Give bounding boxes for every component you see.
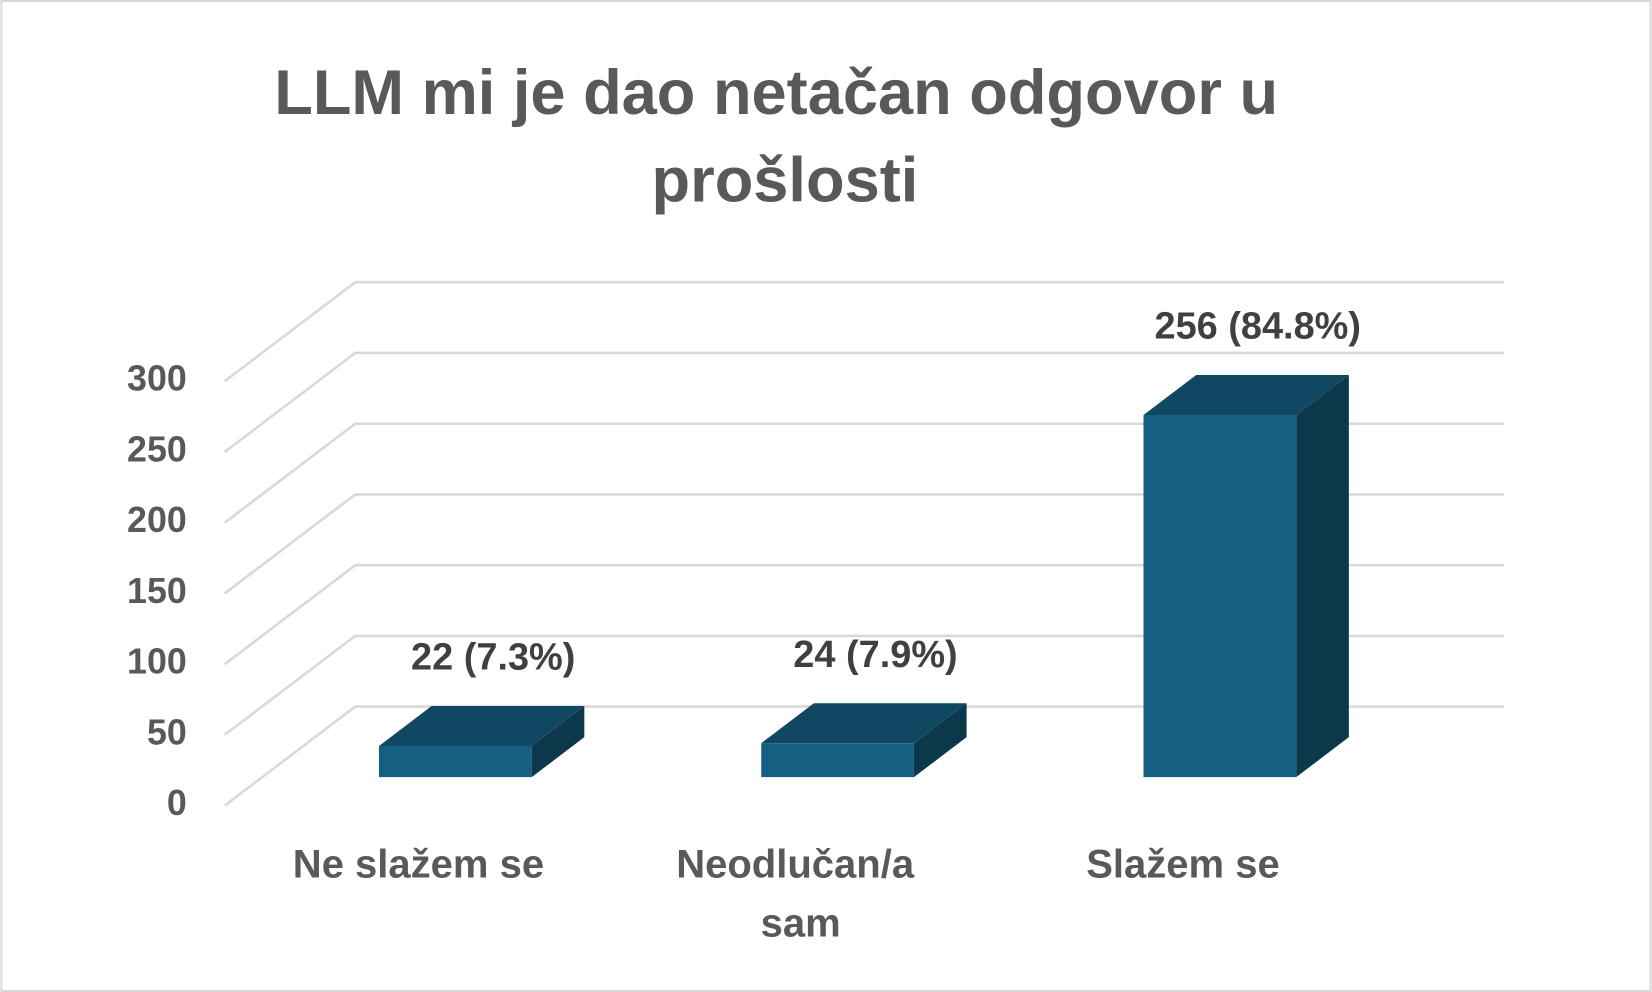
grid-line — [223, 705, 1505, 807]
y-tick-label: 50 — [147, 712, 187, 752]
bar — [761, 703, 967, 778]
bar-top — [378, 706, 585, 747]
y-tick-label: 150 — [127, 571, 187, 611]
y-tick-label: 250 — [127, 429, 187, 469]
x-tick-label: Ne slažem se — [293, 842, 544, 886]
bar — [378, 706, 585, 778]
data-label: 256 (84.8%) — [1155, 306, 1362, 348]
y-tick-label: 200 — [127, 500, 187, 540]
x-tick-label: Slažem se — [1086, 842, 1279, 886]
chart-title: LLM mi je dao netačan odgovor u prošlost… — [274, 58, 1295, 215]
grid-line — [223, 351, 1505, 453]
bar-front — [378, 746, 532, 778]
grid-line — [223, 563, 1505, 666]
data-label: 24 (7.9%) — [793, 634, 957, 676]
y-tick-label: 100 — [127, 642, 187, 682]
y-tick-label: 0 — [167, 783, 187, 823]
bar-front — [1143, 415, 1297, 778]
bar — [1143, 375, 1349, 778]
data-label: 22 (7.3%) — [411, 637, 575, 679]
bar-top — [761, 703, 967, 744]
grid-line — [223, 634, 1505, 736]
bar-side — [913, 703, 967, 778]
x-tick-label: Neodlučan/a sam — [676, 842, 925, 945]
bar-top — [1143, 375, 1349, 416]
bar-side — [1296, 375, 1349, 778]
bar-front — [761, 743, 914, 778]
grid-line — [223, 493, 1505, 595]
grid-line — [223, 422, 1505, 524]
bar-side — [531, 706, 585, 778]
y-tick-label: 300 — [127, 359, 187, 399]
grid-line — [223, 280, 1505, 383]
